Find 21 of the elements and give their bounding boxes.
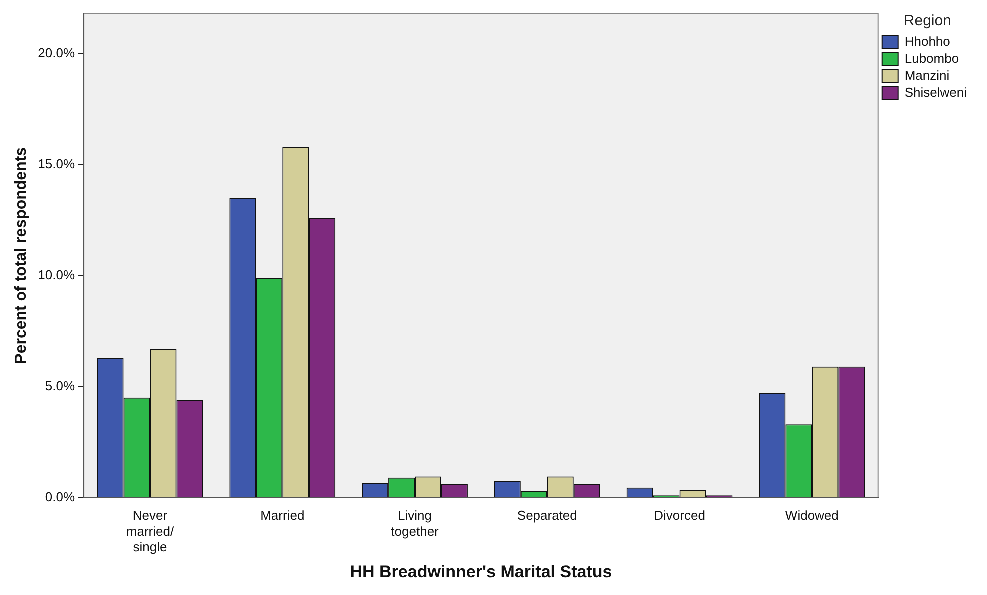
y-axis-title: Percent of total respondents <box>13 147 30 364</box>
legend-label: Lubombo <box>904 51 960 66</box>
category-label: married/ <box>126 524 174 539</box>
category-label: Living <box>398 508 432 524</box>
x-tick-label: Separated <box>517 508 578 524</box>
category-label: together <box>391 524 439 539</box>
category-label: Never <box>132 508 168 524</box>
category-label: single <box>133 539 168 554</box>
x-tick-label: Divorced <box>654 508 706 524</box>
y-tick-label: 0.0% <box>45 489 76 504</box>
y-tick-label: 20.0% <box>38 46 76 61</box>
x-tick-label: Widowed <box>785 508 839 524</box>
y-tick-label: 15.0% <box>38 156 76 172</box>
x-axis-title: HH Breadwinner's Marital Status <box>350 562 612 582</box>
y-tick-label: 10.0% <box>38 267 76 282</box>
y-tick-label: 5.0% <box>45 378 76 394</box>
legend-label: Shiselweni <box>904 85 968 100</box>
legend-label: Hhohho <box>904 34 950 50</box>
legend-title: Region <box>904 12 952 30</box>
legend-label: Manzini <box>904 68 950 84</box>
x-tick-label: Married <box>260 508 305 524</box>
